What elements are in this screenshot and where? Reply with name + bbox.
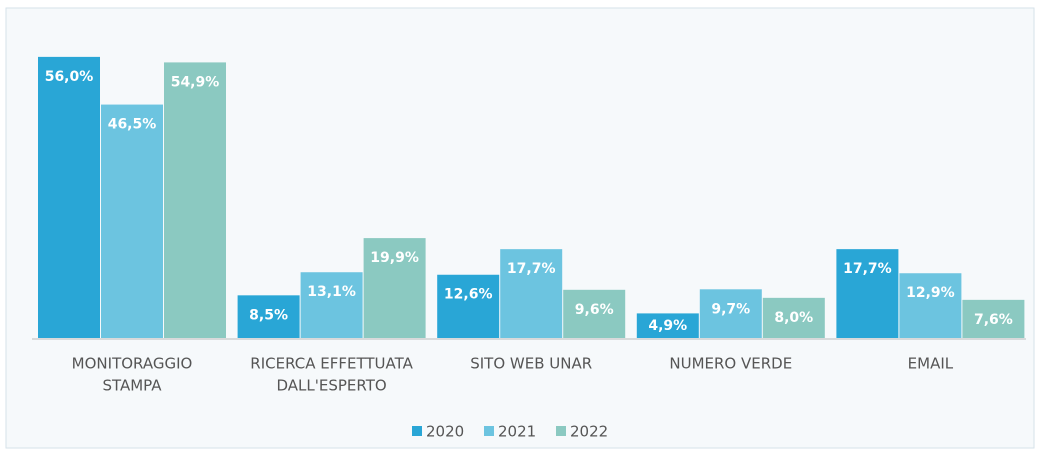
bar xyxy=(636,313,699,338)
data-label: 13,1% xyxy=(307,284,356,300)
legend-label: 2022 xyxy=(570,423,608,441)
data-label: 7,6% xyxy=(974,312,1013,328)
bar xyxy=(300,272,363,338)
bar xyxy=(762,297,825,338)
bar xyxy=(38,56,100,338)
bar xyxy=(437,274,500,338)
bar xyxy=(237,295,300,338)
bar xyxy=(836,249,899,338)
x-tick-label: MONITORAGGIO xyxy=(72,355,193,373)
legend-label: 2020 xyxy=(426,423,464,441)
data-label: 46,5% xyxy=(108,117,157,133)
bar xyxy=(699,289,762,338)
data-label: 8,5% xyxy=(249,307,288,323)
legend-swatch xyxy=(556,426,566,436)
x-tick-label: NUMERO VERDE xyxy=(669,355,792,373)
bar xyxy=(500,249,563,338)
bar xyxy=(899,273,962,338)
x-tick-label: RICERCA EFFETTUATA xyxy=(250,355,413,373)
data-label: 56,0% xyxy=(45,69,94,85)
x-tick-label: STAMPA xyxy=(102,377,162,395)
data-label: 8,0% xyxy=(774,310,813,326)
data-label: 9,6% xyxy=(575,302,614,318)
bar xyxy=(101,104,163,338)
data-label: 19,9% xyxy=(370,250,419,266)
x-tick-label: DALL'ESPERTO xyxy=(276,377,386,395)
data-label: 12,9% xyxy=(906,285,955,301)
data-label: 12,6% xyxy=(444,287,493,303)
bar xyxy=(363,238,426,338)
legend-swatch xyxy=(412,426,422,436)
legend-swatch xyxy=(484,426,494,436)
legend-label: 2021 xyxy=(498,423,536,441)
data-label: 54,9% xyxy=(171,74,220,90)
data-label: 9,7% xyxy=(711,301,750,317)
bar xyxy=(563,289,626,338)
x-tick-label: EMAIL xyxy=(908,355,954,373)
bar xyxy=(962,299,1025,338)
data-label: 4,9% xyxy=(648,318,687,334)
bar xyxy=(164,62,226,338)
x-tick-label: SITO WEB UNAR xyxy=(470,355,592,373)
data-label: 17,7% xyxy=(507,261,556,277)
data-label: 17,7% xyxy=(843,261,892,277)
